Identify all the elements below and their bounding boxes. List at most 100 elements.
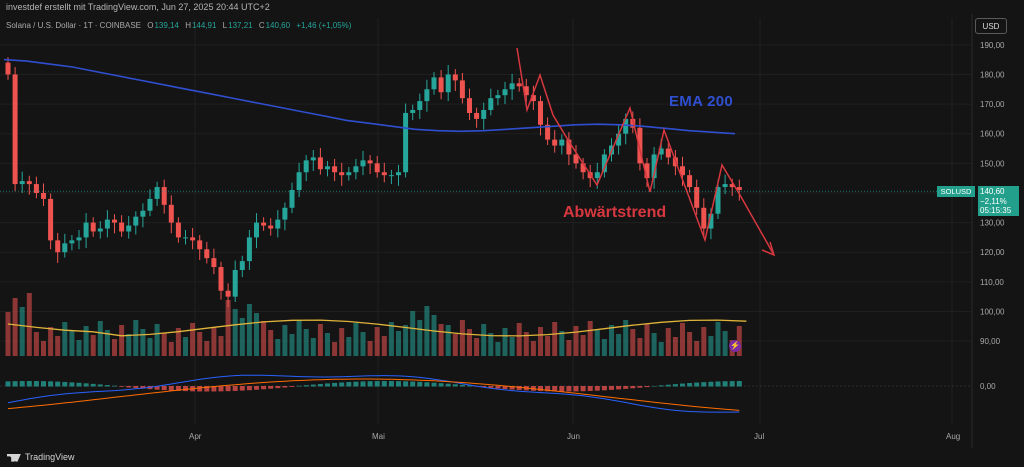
volume-bar xyxy=(26,293,32,356)
volume-bar xyxy=(19,307,25,356)
macd-histogram-bar xyxy=(275,386,281,389)
macd-histogram-bar xyxy=(481,386,487,388)
macd-histogram-bar xyxy=(254,386,259,390)
legend-open-label: O xyxy=(147,21,154,30)
candle-body xyxy=(381,172,387,176)
candle-body xyxy=(97,228,103,232)
macd-histogram-bar xyxy=(282,386,288,388)
macd-histogram-bar xyxy=(552,386,558,392)
candle-body xyxy=(694,187,700,208)
legend-high-label: H xyxy=(185,21,191,30)
volume-bar xyxy=(467,329,472,356)
volume-bar xyxy=(381,336,387,356)
price-tick-label: 180,00 xyxy=(980,70,1005,79)
macd-histogram-bar xyxy=(5,381,11,387)
macd-histogram-bar xyxy=(161,386,167,391)
candle-body xyxy=(502,89,508,96)
credit-text: investdef erstellt mit TradingView.com, … xyxy=(6,2,270,12)
tradingview-brand[interactable]: TradingView xyxy=(7,452,75,462)
volume-bar xyxy=(353,323,359,356)
candle-body xyxy=(360,160,366,167)
price-tick-label: 130,00 xyxy=(980,219,1005,228)
macd-histogram-bar xyxy=(701,382,707,387)
lightning-icon[interactable]: ⚡ xyxy=(729,340,741,352)
volume-bar xyxy=(126,334,132,356)
macd-histogram-bar xyxy=(296,385,302,387)
header-bar: investdef erstellt mit TradingView.com, … xyxy=(0,0,1024,14)
price-tick-label: 170,00 xyxy=(980,100,1005,109)
candle-body xyxy=(325,166,330,170)
volume-bar xyxy=(580,335,586,356)
macd-histogram-bar xyxy=(317,383,323,387)
volume-bar xyxy=(587,321,593,356)
candle-body xyxy=(523,86,529,96)
candle-body xyxy=(722,184,728,188)
candle-body xyxy=(119,222,125,232)
macd-histogram-bar xyxy=(261,386,267,390)
candle-body xyxy=(332,166,338,173)
volume-bar xyxy=(388,322,394,356)
volume-bar xyxy=(190,323,196,356)
macd-histogram-bar xyxy=(218,386,224,392)
volume-bar xyxy=(268,330,274,356)
candle-body xyxy=(431,77,437,90)
candle-body xyxy=(55,240,61,253)
macd-histogram-bar xyxy=(55,381,61,387)
macd-tick-label: 0,00 xyxy=(980,382,996,391)
volume-bar xyxy=(239,318,245,356)
time-tick-label: Jul xyxy=(754,432,764,441)
candle-body xyxy=(254,222,259,238)
volume-bar xyxy=(211,327,217,356)
macd-histogram-bar xyxy=(360,381,366,387)
candle-body xyxy=(559,139,565,146)
volume-bar xyxy=(83,326,89,356)
candle-body xyxy=(736,187,742,190)
volume-bar xyxy=(516,323,522,356)
macd-histogram-bar xyxy=(26,381,32,387)
price-tick-label: 190,00 xyxy=(980,41,1005,50)
macd-histogram-bar xyxy=(623,386,629,389)
volume-bar xyxy=(545,336,551,356)
candle-body xyxy=(516,83,522,87)
macd-histogram-bar xyxy=(495,386,501,389)
volume-bar xyxy=(573,326,579,356)
volume-bar xyxy=(601,339,607,356)
macd-histogram-bar xyxy=(488,386,494,388)
volume-bar xyxy=(687,332,693,356)
candle-body xyxy=(268,225,274,229)
legend-high: 144,91 xyxy=(191,21,217,30)
volume-bar xyxy=(119,325,125,356)
volume-bar xyxy=(97,321,103,356)
candle-body xyxy=(566,139,572,155)
candle-body xyxy=(317,157,323,170)
volume-bar xyxy=(438,324,444,356)
volume-bar xyxy=(62,322,68,356)
macd-histogram-bar xyxy=(41,381,46,387)
brand-label: TradingView xyxy=(25,452,75,462)
candle-body xyxy=(175,222,181,238)
price-tag-countdown: 05:15:35 xyxy=(980,206,1012,215)
macd-histogram-bar xyxy=(239,386,245,391)
macd-histogram-bar xyxy=(736,381,742,387)
macd-histogram-bar xyxy=(119,386,125,387)
currency-button[interactable]: USD xyxy=(975,18,1007,34)
volume-bar xyxy=(502,328,508,356)
macd-histogram-bar xyxy=(729,381,735,387)
volume-bar xyxy=(197,332,203,356)
candle-body xyxy=(580,163,586,173)
candle-body xyxy=(388,175,394,177)
symbol-tag: SOLUSD xyxy=(937,186,975,197)
candle-body xyxy=(140,210,146,217)
volume-bar xyxy=(5,312,11,356)
candle-body xyxy=(658,148,664,155)
macd-histogram-bar xyxy=(573,386,579,392)
macd-histogram-bar xyxy=(559,386,565,392)
trend-annotation: Abwärtstrend xyxy=(563,204,667,221)
volume-bar xyxy=(530,341,536,356)
candle-body xyxy=(147,198,153,211)
volume-bar xyxy=(154,324,160,356)
macd-histogram-bar xyxy=(601,386,607,391)
candle-body xyxy=(211,258,217,268)
volume-bar xyxy=(651,333,657,356)
